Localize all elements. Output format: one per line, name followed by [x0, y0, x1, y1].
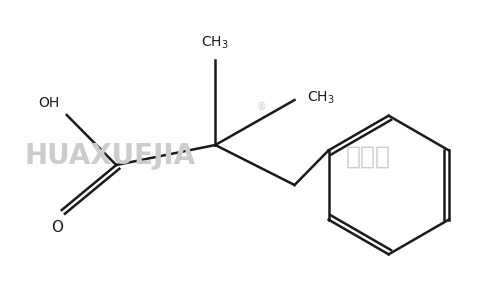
- Text: O: O: [51, 220, 63, 235]
- Text: OH: OH: [38, 96, 59, 110]
- Text: ®: ®: [256, 103, 266, 113]
- Text: CH$_3$: CH$_3$: [202, 35, 229, 51]
- Text: 化学加: 化学加: [346, 144, 391, 168]
- Text: HUAXUEJIA: HUAXUEJIA: [24, 142, 195, 170]
- Text: CH$_3$: CH$_3$: [307, 89, 334, 106]
